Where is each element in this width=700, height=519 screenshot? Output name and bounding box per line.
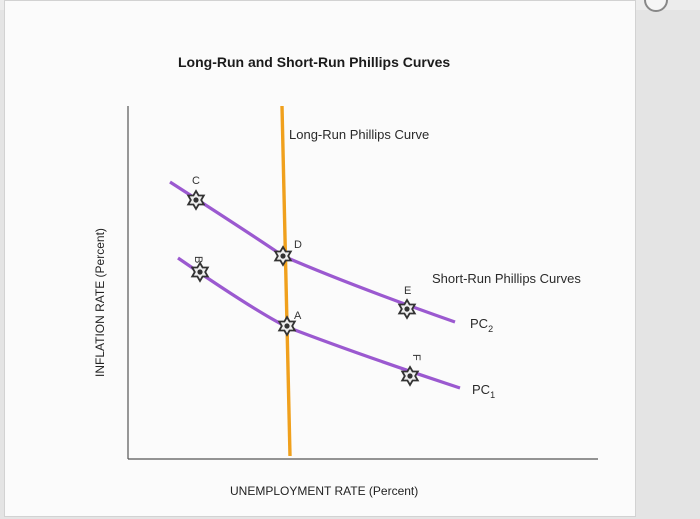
point-d-marker xyxy=(274,246,292,266)
pc1-label-main: PC xyxy=(472,382,490,397)
x-axis-label: UNEMPLOYMENT RATE (Percent) xyxy=(230,484,418,498)
point-a-label: A xyxy=(294,310,302,322)
pc2-curve xyxy=(169,180,456,324)
pc1-label: PC1 xyxy=(472,382,495,400)
srpc-label: Short-Run Phillips Curves xyxy=(432,271,581,286)
lrpc-label: Long-Run Phillips Curve xyxy=(289,127,429,142)
point-f-label: F xyxy=(410,354,422,361)
chart-title: Long-Run and Short-Run Phillips Curves xyxy=(178,54,450,70)
graph-panel xyxy=(4,0,636,517)
pc2-label-main: PC xyxy=(470,316,488,331)
point-a-marker xyxy=(278,316,296,336)
pc2-label: PC2 xyxy=(470,316,493,334)
pc2-label-sub: 2 xyxy=(488,324,493,334)
point-c-label: C xyxy=(192,175,200,187)
point-d-label: D xyxy=(294,239,302,251)
y-axis-label: INFLATION RATE (Percent) xyxy=(93,228,107,377)
pc1-label-sub: 1 xyxy=(490,390,495,400)
lrpc-line xyxy=(280,105,292,457)
point-b-label: B xyxy=(192,256,204,263)
pc1-curve xyxy=(177,256,461,390)
point-e-label: E xyxy=(404,285,411,297)
